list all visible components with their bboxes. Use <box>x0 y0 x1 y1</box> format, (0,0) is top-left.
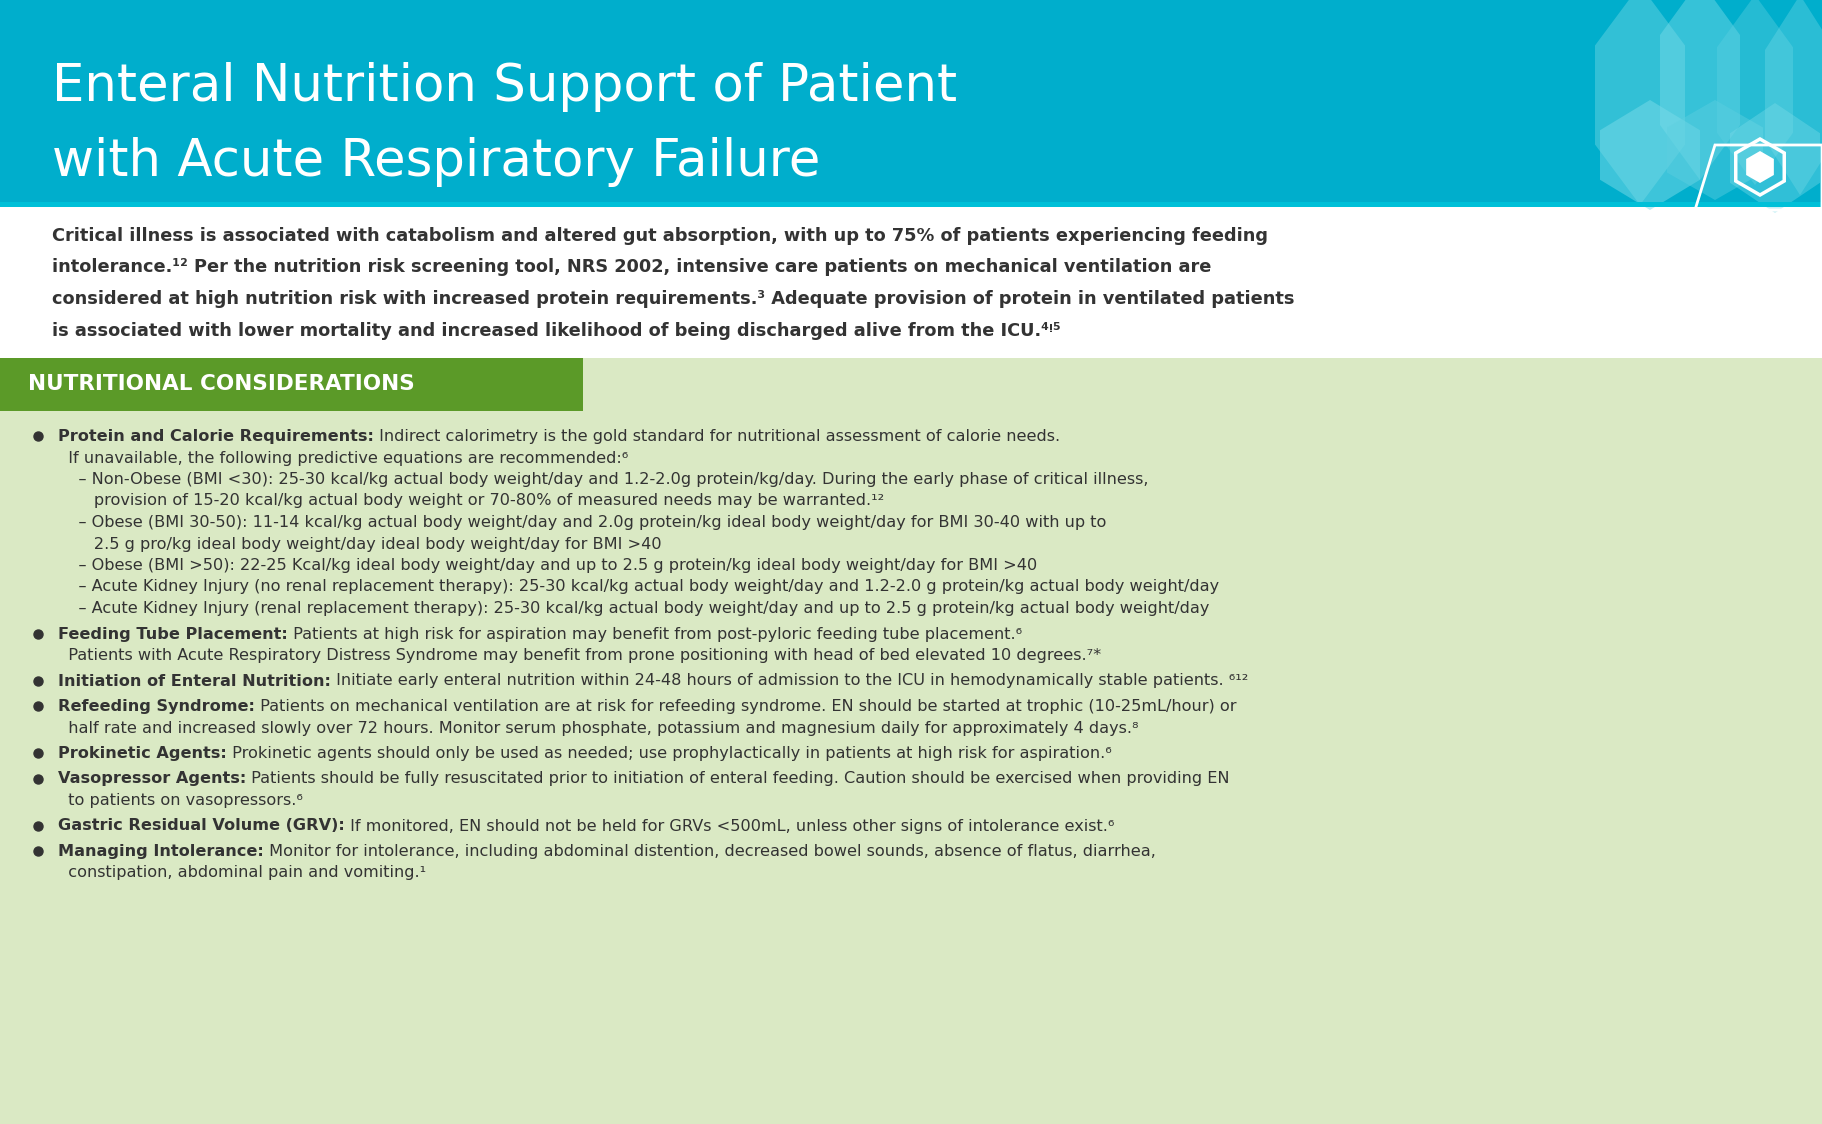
Text: – Obese (BMI 30-50): 11-14 kcal/kg actual body weight/day and 2.0g protein/kg id: – Obese (BMI 30-50): 11-14 kcal/kg actua… <box>58 515 1106 531</box>
Text: intolerance.¹² Per the nutrition risk screening tool, NRS 2002, intensive care p: intolerance.¹² Per the nutrition risk sc… <box>53 259 1212 277</box>
Bar <box>0 0 1822 207</box>
Text: Protein and Calorie Requirements:: Protein and Calorie Requirements: <box>58 429 374 444</box>
Polygon shape <box>1594 0 1685 205</box>
Text: Feeding Tube Placement:: Feeding Tube Placement: <box>58 626 288 642</box>
Bar <box>0 359 583 411</box>
Bar <box>0 202 1822 207</box>
Text: is associated with lower mortality and increased likelihood of being discharged : is associated with lower mortality and i… <box>53 321 1060 339</box>
Text: Patients on mechanical ventilation are at risk for refeeding syndrome. EN should: Patients on mechanical ventilation are a… <box>255 699 1237 714</box>
Bar <box>583 359 1822 411</box>
Polygon shape <box>1731 103 1820 214</box>
Text: Patients at high risk for aspiration may benefit from post-pyloric feeding tube : Patients at high risk for aspiration may… <box>288 626 1022 642</box>
Text: NUTRITIONAL CONSIDERATIONS: NUTRITIONAL CONSIDERATIONS <box>27 374 415 395</box>
Text: half rate and increased slowly over 72 hours. Monitor serum phosphate, potassium: half rate and increased slowly over 72 h… <box>58 720 1139 735</box>
Text: Refeeding Syndrome:: Refeeding Syndrome: <box>58 699 255 714</box>
Polygon shape <box>1766 0 1822 194</box>
Text: constipation, abdominal pain and vomiting.¹: constipation, abdominal pain and vomitin… <box>58 865 426 880</box>
Text: Enteral Nutrition Support of Patient: Enteral Nutrition Support of Patient <box>53 62 957 112</box>
Bar <box>0 207 1822 359</box>
Text: – Non-Obese (BMI <30): 25-30 kcal/kg actual body weight/day and 1.2-2.0g protein: – Non-Obese (BMI <30): 25-30 kcal/kg act… <box>58 472 1148 487</box>
Text: Prokinetic agents should only be used as needed; use prophylactically in patient: Prokinetic agents should only be used as… <box>226 746 1111 761</box>
Text: – Acute Kidney Injury (renal replacement therapy): 25-30 kcal/kg actual body wei: – Acute Kidney Injury (renal replacement… <box>58 601 1210 616</box>
Text: – Obese (BMI >50): 22-25 Kcal/kg ideal body weight/day and up to 2.5 g protein/k: – Obese (BMI >50): 22-25 Kcal/kg ideal b… <box>58 558 1037 573</box>
Text: Vasopressor Agents:: Vasopressor Agents: <box>58 771 246 787</box>
Bar <box>0 411 1822 1124</box>
Text: with Acute Respiratory Failure: with Acute Respiratory Failure <box>53 137 820 187</box>
Polygon shape <box>1667 100 1764 200</box>
Text: – Acute Kidney Injury (no renal replacement therapy): 25-30 kcal/kg actual body : – Acute Kidney Injury (no renal replacem… <box>58 580 1219 595</box>
Text: to patients on vasopressors.⁶: to patients on vasopressors.⁶ <box>58 794 302 808</box>
Text: Prokinetic Agents:: Prokinetic Agents: <box>58 746 226 761</box>
Polygon shape <box>1600 100 1700 210</box>
Text: Patients with Acute Respiratory Distress Syndrome may benefit from prone positio: Patients with Acute Respiratory Distress… <box>58 649 1100 663</box>
Text: Gastric Residual Volume (GRV):: Gastric Residual Volume (GRV): <box>58 818 344 834</box>
Text: considered at high nutrition risk with increased protein requirements.³ Adequate: considered at high nutrition risk with i… <box>53 290 1294 308</box>
Text: Initiate early enteral nutrition within 24-48 hours of admission to the ICU in h: Initiate early enteral nutrition within … <box>332 673 1248 689</box>
Text: provision of 15-20 kcal/kg actual body weight or 70-80% of measured needs may be: provision of 15-20 kcal/kg actual body w… <box>58 493 884 508</box>
Text: If unavailable, the following predictive equations are recommended:⁶: If unavailable, the following predictive… <box>58 451 629 465</box>
Polygon shape <box>1716 0 1793 185</box>
Polygon shape <box>1660 0 1740 180</box>
Text: Critical illness is associated with catabolism and altered gut absorption, with : Critical illness is associated with cata… <box>53 227 1268 245</box>
Polygon shape <box>1745 151 1775 183</box>
Text: If monitored, EN should not be held for GRVs <500mL, unless other signs of intol: If monitored, EN should not be held for … <box>344 818 1113 834</box>
Text: Initiation of Enteral Nutrition:: Initiation of Enteral Nutrition: <box>58 673 332 689</box>
Text: Managing Intolerance:: Managing Intolerance: <box>58 844 264 859</box>
Text: Indirect calorimetry is the gold standard for nutritional assessment of calorie : Indirect calorimetry is the gold standar… <box>374 429 1060 444</box>
Text: Patients should be fully resuscitated prior to initiation of enteral feeding. Ca: Patients should be fully resuscitated pr… <box>246 771 1230 787</box>
Text: 2.5 g pro/kg ideal body weight/day ideal body weight/day for BMI >40: 2.5 g pro/kg ideal body weight/day ideal… <box>58 536 661 552</box>
Text: Monitor for intolerance, including abdominal distention, decreased bowel sounds,: Monitor for intolerance, including abdom… <box>264 844 1155 859</box>
